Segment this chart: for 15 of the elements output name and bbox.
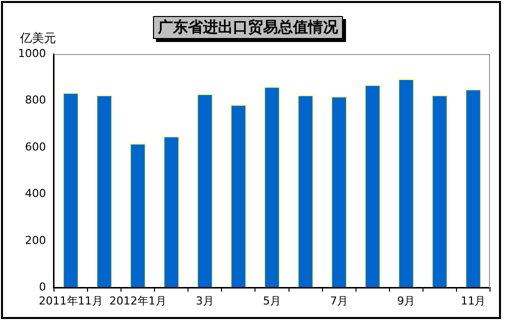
x-tick-label: 5月 bbox=[262, 294, 281, 308]
x-tick-label: 2011年11月 bbox=[38, 294, 103, 308]
x-tick-label: 2012年1月 bbox=[109, 294, 166, 308]
y-tick-label: 800 bbox=[24, 94, 46, 107]
x-tick-label: 3月 bbox=[196, 294, 214, 308]
y-tick-label: 600 bbox=[24, 140, 46, 154]
y-axis-title: 亿美元 bbox=[20, 30, 56, 47]
y-tick-label: 1000 bbox=[18, 46, 46, 60]
y-tick-label: 0 bbox=[38, 280, 46, 294]
y-tick-label: 200 bbox=[24, 234, 46, 247]
x-tick-label: 7月 bbox=[330, 294, 348, 308]
x-tick-label: 11月 bbox=[460, 294, 486, 308]
chart-title: 广东省进出口贸易总值情况 bbox=[153, 16, 343, 39]
y-tick-label: 400 bbox=[24, 187, 46, 200]
x-tick-label: 9月 bbox=[397, 294, 416, 308]
